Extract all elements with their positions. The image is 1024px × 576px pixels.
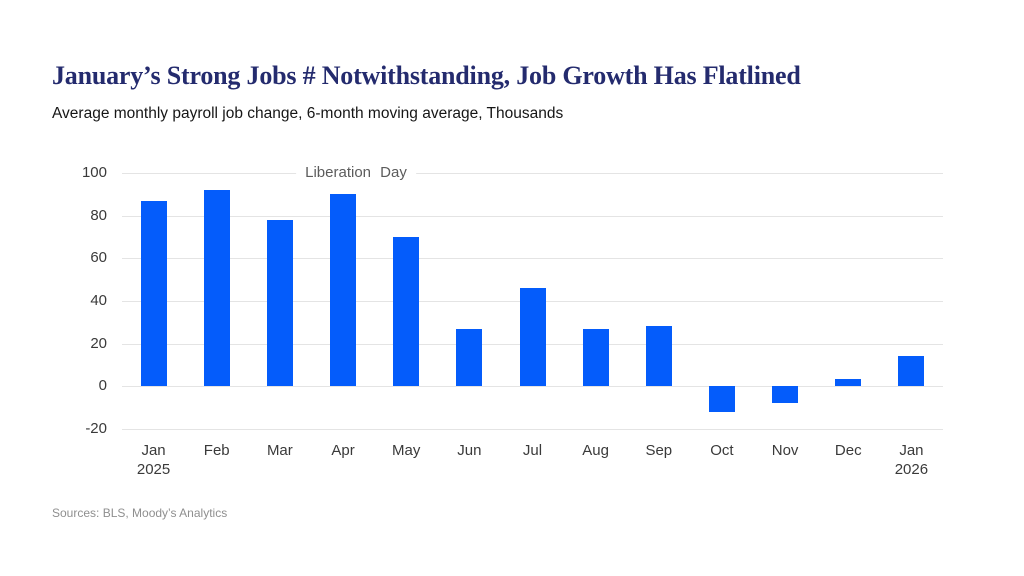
x-tick-month: Feb bbox=[203, 442, 230, 459]
y-axis-tick-label: 20 bbox=[90, 334, 107, 352]
x-tick-month: Jan bbox=[141, 442, 166, 459]
chart-title: January’s Strong Jobs # Notwithstanding,… bbox=[52, 61, 801, 90]
bar-dec bbox=[835, 378, 862, 387]
y-axis-tick-label: 60 bbox=[90, 249, 107, 267]
x-axis-tick-label: Oct bbox=[690, 441, 753, 460]
x-axis-tick-label: Feb bbox=[185, 441, 248, 460]
x-tick-month: Nov bbox=[771, 442, 799, 459]
x-axis-tick-label: Jul bbox=[501, 441, 564, 460]
x-tick-year: 2026 bbox=[894, 461, 929, 478]
y-axis-tick-label: 0 bbox=[98, 377, 107, 395]
y-axis-tick-label: 100 bbox=[81, 164, 107, 181]
gridline bbox=[122, 386, 943, 388]
x-tick-month: Dec bbox=[834, 442, 862, 459]
bar-jan-2026 bbox=[898, 356, 925, 387]
x-axis-tick-label: Dec bbox=[817, 441, 880, 460]
x-axis-tick-label: Nov bbox=[754, 441, 817, 460]
bar-jul bbox=[519, 288, 546, 387]
x-axis-tick-label: Aug bbox=[564, 441, 627, 460]
x-axis-tick-label: Jun bbox=[438, 441, 501, 460]
plot-area: Liberation Day bbox=[122, 163, 943, 430]
x-axis-tick-label: May bbox=[375, 441, 438, 460]
bar-jun bbox=[456, 328, 483, 387]
x-axis-tick-label: Mar bbox=[248, 441, 311, 460]
bar-jan-2025 bbox=[140, 200, 167, 387]
bar-feb bbox=[203, 190, 230, 387]
bar-aug bbox=[582, 328, 609, 387]
bar-oct bbox=[708, 386, 735, 412]
gridline bbox=[122, 173, 943, 174]
y-axis-tick-label: 40 bbox=[90, 292, 107, 309]
chart-subtitle: Average monthly payroll job change, 6-mo… bbox=[52, 105, 564, 122]
bar-apr bbox=[330, 194, 357, 387]
gridline bbox=[122, 429, 943, 430]
x-tick-month: Mar bbox=[266, 442, 293, 459]
x-tick-month: Sep bbox=[645, 442, 673, 459]
sources-note: Sources: BLS, Moody’s Analytics bbox=[52, 506, 228, 520]
x-tick-month: Oct bbox=[710, 442, 734, 459]
x-tick-month: Jun bbox=[457, 442, 482, 459]
bar-mar bbox=[266, 219, 293, 387]
x-tick-month: Jan bbox=[899, 442, 924, 459]
bar-may bbox=[393, 237, 420, 387]
x-axis-tick-label: Apr bbox=[311, 441, 374, 460]
x-axis-tick-label: Jan 2026 bbox=[880, 441, 943, 479]
liberation-day-annotation: Liberation Day bbox=[296, 163, 416, 183]
bar-sep bbox=[645, 325, 672, 387]
x-tick-year: 2025 bbox=[136, 461, 171, 478]
bar-nov bbox=[772, 386, 799, 404]
y-axis-tick-label: -20 bbox=[85, 420, 107, 437]
gridline bbox=[122, 258, 943, 260]
x-tick-month: May bbox=[392, 442, 421, 459]
y-axis-tick-label: 80 bbox=[90, 206, 107, 224]
gridline bbox=[122, 215, 943, 217]
x-axis-tick-label: Sep bbox=[627, 441, 690, 460]
x-axis-tick-label: Jan 2025 bbox=[122, 441, 185, 479]
x-tick-month: Jul bbox=[522, 442, 543, 459]
x-tick-month: Apr bbox=[331, 442, 355, 459]
x-tick-month: Aug bbox=[582, 442, 609, 459]
